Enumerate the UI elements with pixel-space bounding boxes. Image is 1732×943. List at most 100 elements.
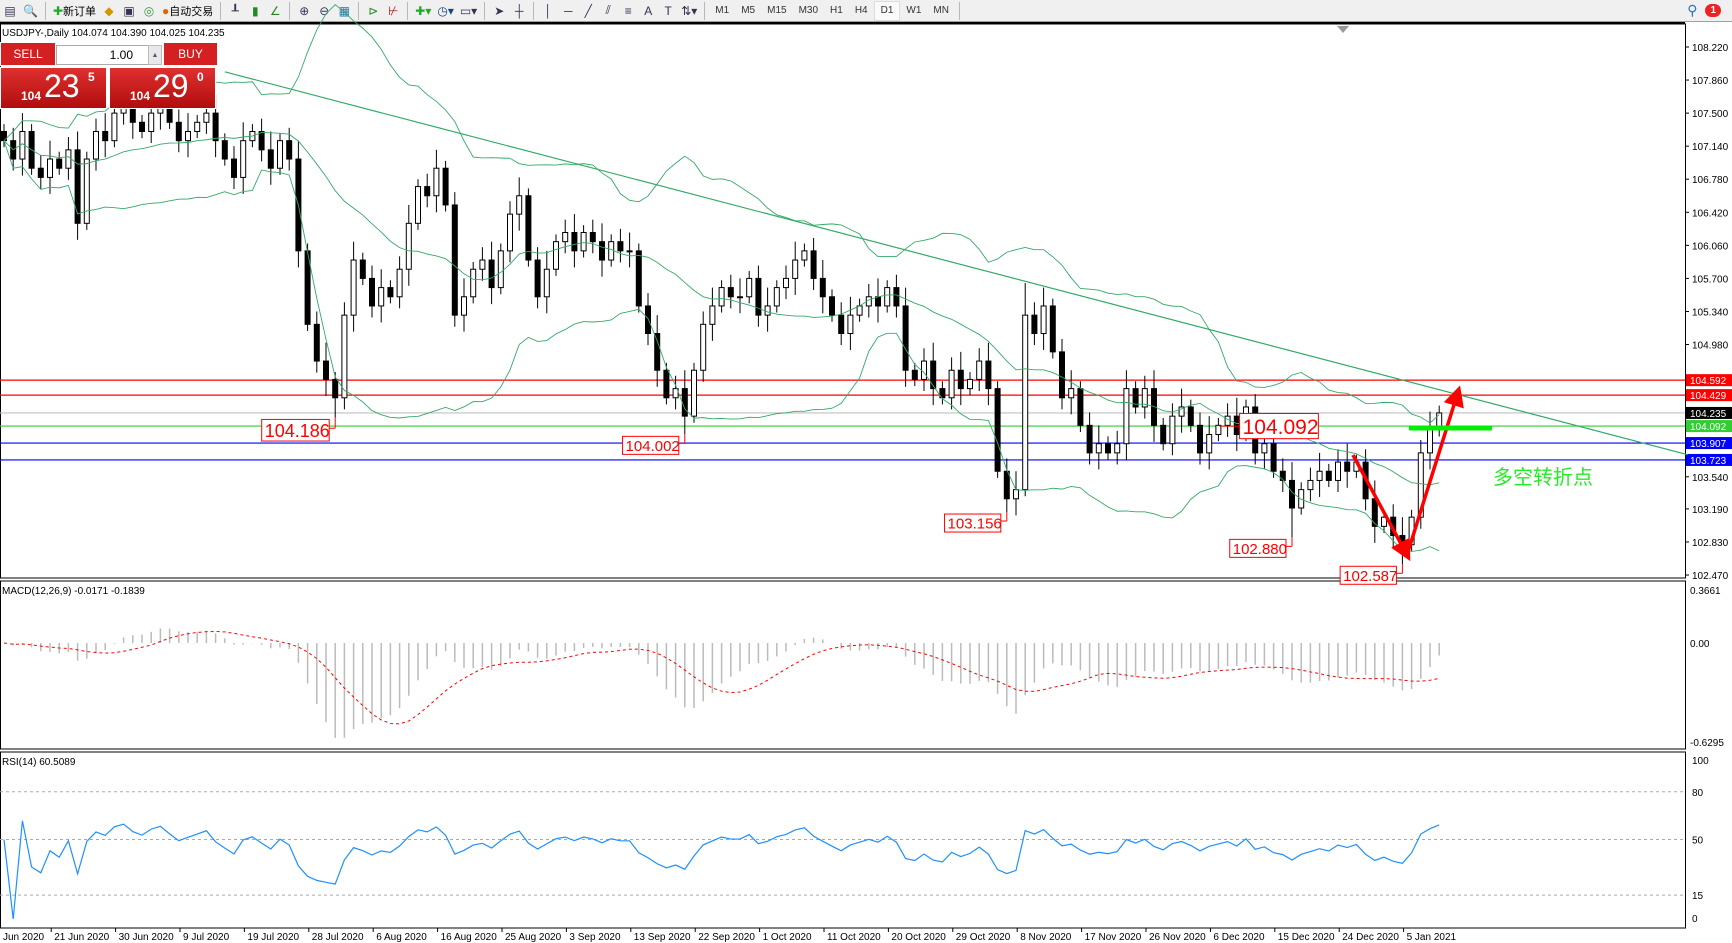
price-level-label: 103.907 [1690,439,1727,450]
price-level-label: 104.235 [1690,409,1727,420]
new-chart-icon[interactable]: ▤ [4,3,16,18]
sell-price-button[interactable]: 104 23 5 [0,67,107,109]
candle-body [1059,351,1065,399]
search-icon[interactable]: ⚲ [1687,2,1698,18]
symbol-header: USDJPY-,Daily 104.074 104.390 104.025 10… [2,28,225,39]
price-axis-label: 104.980 [1692,341,1729,352]
lots-increase-button[interactable]: ▲ [148,45,162,65]
trendline [224,71,1688,456]
sell-button[interactable]: SELL [0,42,56,66]
candle-body [1279,470,1286,481]
periods-icon[interactable]: ◷▾ [437,3,454,18]
date-axis-label: 15 Dec 2020 [1278,932,1335,943]
timeframe-h1[interactable]: H1 [830,5,843,16]
candle-body [1187,406,1194,426]
bollinger-middle [3,131,1440,486]
trendline-icon[interactable]: ╱ [584,3,592,18]
buy-price-button[interactable]: 104 29 0 [109,67,216,109]
date-axis-label: 20 Oct 2020 [891,932,946,943]
equidistant-channel-icon[interactable]: ⫽ [605,3,611,17]
price-level-tag [1686,374,1732,387]
price-annotation-box [1339,565,1397,585]
candle-body [543,268,550,298]
candle-body [1095,443,1102,454]
zoom-out-icon[interactable]: ⊖ [319,3,330,18]
candle-body [1197,424,1203,454]
candle-body [847,314,854,335]
fibonacci-icon[interactable]: ≡ [624,3,632,18]
rsi-label: RSI(14) 60.5089 [2,757,76,768]
bid-price-prefix: 104 [21,89,42,103]
bid-price-fraction: 5 [88,70,95,84]
candle-body [856,305,863,316]
macd-axis-label: 0.00 [1690,639,1710,650]
auto-trading-button[interactable]: ● 自动交易 [159,1,216,21]
price-axis-label: 102.830 [1692,538,1729,549]
new-order-button[interactable]: ✚ 新订单 [50,1,99,21]
price-axis-label: 106.420 [1692,208,1729,219]
date-axis-label: 1 Oct 2020 [763,932,812,943]
candle-body [424,186,431,197]
text-label-icon[interactable]: T [664,3,672,18]
candle-body [534,259,541,298]
candle-body [681,388,688,417]
buy-button[interactable]: BUY [163,42,218,66]
bar-chart-icon[interactable]: ┸ [231,3,239,18]
timeframe-m30[interactable]: M30 [798,5,819,16]
candle-body [571,231,578,252]
price-level-tag [1686,453,1732,466]
candle-body [497,250,504,289]
price-axis-label: 108.220 [1692,43,1729,54]
zoom-window-icon[interactable]: 🔍 [23,3,38,18]
zoom-in-icon[interactable]: ⊕ [299,3,310,18]
date-axis-label: 16 Aug 2020 [441,932,498,943]
crosshair-icon[interactable]: ┼ [514,3,524,18]
ask-price-main: 29 [153,68,189,104]
price-level-label: 104.429 [1690,391,1727,402]
chart-shift-icon[interactable]: ⊬ [388,3,399,18]
terminal-icon[interactable]: ▣ [123,3,135,18]
macd-pane-frame [0,580,1686,750]
candle-body [332,378,339,399]
notification-badge: 1 [1705,4,1721,17]
tile-windows-icon[interactable]: ▦ [338,3,350,18]
arrows-icon[interactable]: ⇅▾ [681,3,698,18]
templates-icon[interactable]: ▭▾ [459,3,478,18]
price-annotation-box [1239,412,1319,440]
price-level-tag [1686,420,1732,433]
new-order-label: 新订单 [63,5,97,18]
date-axis-label: 24 Dec 2020 [1342,932,1399,943]
candle-body [645,305,651,335]
timeframe-group: M1 M5 M15 M30 H1 H4 D1 W1 MN [709,0,955,21]
metaeditor-icon[interactable]: ◆ [104,3,114,18]
signals-icon[interactable]: ◎ [143,3,155,18]
candle-body [83,158,90,224]
notifications-button[interactable]: 1 [1702,1,1724,21]
rsi-axis-label: 100 [1692,756,1709,767]
bollinger-upper [3,3,1440,424]
candle-body [433,167,440,197]
vertical-line-icon[interactable]: │ [544,3,552,18]
line-chart-icon[interactable]: ∠ [269,3,281,18]
timeframe-m1[interactable]: M1 [715,5,730,16]
price-annotation-label: 104.092 [1243,416,1319,439]
auto-scroll-icon[interactable]: ⊳ [368,3,379,18]
horizontal-line-icon[interactable]: ─ [563,3,573,18]
lots-input[interactable]: 1.00 [56,45,162,65]
timeframe-h4[interactable]: H4 [854,5,868,16]
timeframe-m15[interactable]: M15 [767,5,787,16]
timeframe-m5[interactable]: M5 [741,5,756,16]
timeframe-w1[interactable]: W1 [906,5,922,16]
candle-body [884,287,891,307]
candle-body [1086,424,1093,454]
indicators-icon[interactable]: ✚▾ [415,3,432,18]
timeframe-mn[interactable]: MN [933,5,949,16]
candle-body [1325,470,1332,481]
price-axis-label: 105.700 [1692,274,1729,285]
text-icon[interactable]: A [644,3,653,18]
cursor-icon[interactable]: ➤ [494,3,505,18]
rsi-axis-label: 50 [1692,836,1704,847]
timeframe-d1[interactable]: D1 [873,0,901,21]
candlestick-icon[interactable]: ▮ [251,3,259,18]
